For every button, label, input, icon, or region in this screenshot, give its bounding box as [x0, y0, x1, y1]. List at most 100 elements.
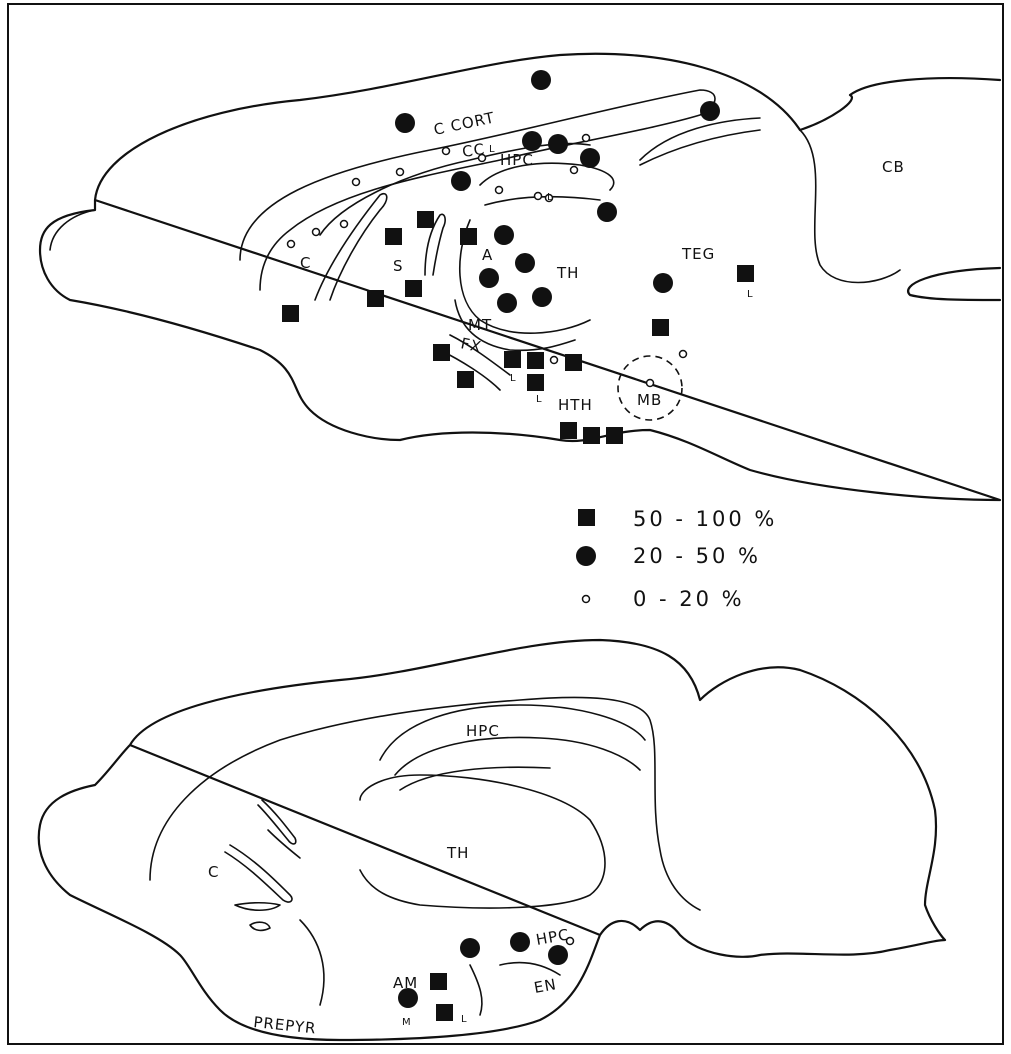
- marker-square-filled: [565, 354, 582, 371]
- mark-l: L: [461, 1014, 467, 1025]
- lower-brain-outline: [37, 638, 947, 1042]
- label-s: S: [393, 257, 404, 275]
- upper-cortex-inner: [239, 89, 716, 291]
- lower-strand-4: [234, 901, 281, 912]
- upper-open-markers: [286, 133, 688, 388]
- legend-filled-circle-icon: [576, 546, 596, 566]
- lower-hpc-curve-3: [399, 766, 551, 791]
- lower-strand-2: [257, 799, 297, 845]
- marker-square-filled: [282, 305, 299, 322]
- upper-mb-dashed-region: [617, 355, 683, 421]
- lower-ventral-arc-2: [469, 964, 483, 1016]
- marker-circle-filled: [451, 171, 471, 191]
- marker-square-filled: [504, 351, 521, 368]
- marker-circle-filled: [653, 273, 673, 293]
- marker-square-filled: [430, 973, 447, 990]
- marker-circle-open: [351, 177, 361, 187]
- legend-label-mid: 20 - 50 %: [633, 544, 761, 568]
- marker-square-filled: [652, 319, 669, 336]
- marker-square-filled: [527, 352, 544, 369]
- label-prepyr: PREPYR: [253, 1013, 318, 1038]
- mark-m: M: [402, 1017, 411, 1028]
- mark-l: L: [547, 192, 553, 203]
- marker-circle-filled: [398, 988, 418, 1008]
- mark-l: L: [489, 144, 495, 155]
- marker-circle-filled: [497, 293, 517, 313]
- marker-circle-filled: [700, 101, 720, 121]
- marker-square-filled: [460, 228, 477, 245]
- upper-markers: [282, 70, 754, 444]
- label-am: AM: [393, 974, 418, 992]
- legend-square-icon: [578, 509, 595, 526]
- marker-square-filled: [417, 211, 434, 228]
- marker-square-filled: [560, 422, 577, 439]
- marker-circle-open: [533, 191, 543, 201]
- marker-circle-filled: [522, 131, 542, 151]
- marker-circle-open: [395, 167, 405, 177]
- marker-circle-filled: [597, 202, 617, 222]
- marker-square-filled: [385, 228, 402, 245]
- upper-cerebellum-curve: [799, 129, 901, 284]
- lower-strand-1: [224, 844, 293, 903]
- marker-circle-filled: [532, 287, 552, 307]
- upper-hpc-curve-3: [639, 117, 761, 166]
- label-hpc-upper: HPC: [500, 151, 534, 169]
- lower-ventral-arc-1: [299, 919, 325, 1006]
- lower-markers: [398, 932, 568, 1021]
- marker-square-filled: [606, 427, 623, 444]
- upper-hpc-curve-1: [479, 162, 615, 191]
- legend-label-low: 0 - 20 %: [633, 587, 745, 611]
- legend: 50 - 100 % 20 - 50 % 0 - 20 %: [576, 507, 777, 611]
- label-th-upper: TH: [556, 264, 579, 282]
- marker-circle-open: [477, 153, 487, 163]
- marker-circle-open: [645, 378, 655, 388]
- marker-circle-filled: [531, 70, 551, 90]
- legend-label-high: 50 - 100 %: [633, 507, 777, 531]
- figure-border: [7, 3, 1004, 1045]
- label-fx: FX: [459, 334, 483, 356]
- upper-thalamus-contour: [458, 219, 591, 334]
- marker-circle-open: [494, 185, 504, 195]
- marker-square-filled: [583, 427, 600, 444]
- marker-circle-filled: [494, 225, 514, 245]
- upper-hpc-curve-2: [484, 195, 601, 206]
- marker-square-filled: [433, 344, 450, 361]
- lower-hpc-curve-1: [379, 704, 646, 761]
- upper-brain-outline: [38, 52, 1002, 502]
- marker-circle-open: [569, 165, 579, 175]
- marker-square-filled: [737, 265, 754, 282]
- marker-square-filled: [367, 290, 384, 307]
- marker-circle-filled: [515, 253, 535, 273]
- marker-circle-open: [311, 227, 321, 237]
- marker-circle-filled: [548, 945, 568, 965]
- marker-circle-filled: [510, 932, 530, 952]
- upper-olfactory-line: [49, 209, 96, 251]
- marker-circle-open: [581, 133, 591, 143]
- upper-small-marks: L L L L L: [489, 144, 753, 405]
- mark-l: L: [536, 394, 542, 405]
- upper-striatum-strand-2: [424, 213, 446, 276]
- marker-circle-open: [286, 239, 296, 249]
- label-mt: MT: [468, 316, 492, 334]
- label-th-lower: TH: [446, 844, 469, 862]
- marker-circle-filled: [395, 113, 415, 133]
- label-c-lower: C: [208, 863, 219, 881]
- lower-region-labels: HPC TH C HPC AM EN PREPYR: [208, 722, 571, 1038]
- marker-circle-filled: [460, 938, 480, 958]
- marker-circle-filled: [580, 148, 600, 168]
- marker-circle-open: [678, 349, 688, 359]
- label-hpc-lower-top: HPC: [466, 722, 500, 740]
- marker-circle-open: [544, 193, 554, 203]
- marker-circle-filled: [548, 134, 568, 154]
- label-hth: HTH: [558, 396, 593, 414]
- lower-small-marks: M L: [402, 1014, 467, 1028]
- marker-square-filled: [436, 1004, 453, 1021]
- label-en: EN: [533, 975, 558, 997]
- legend-open-circle-icon: [581, 594, 591, 604]
- marker-square-filled: [457, 371, 474, 388]
- lower-thalamus-contour: [359, 774, 606, 909]
- mark-l: L: [510, 373, 516, 384]
- label-mb: MB: [637, 391, 662, 409]
